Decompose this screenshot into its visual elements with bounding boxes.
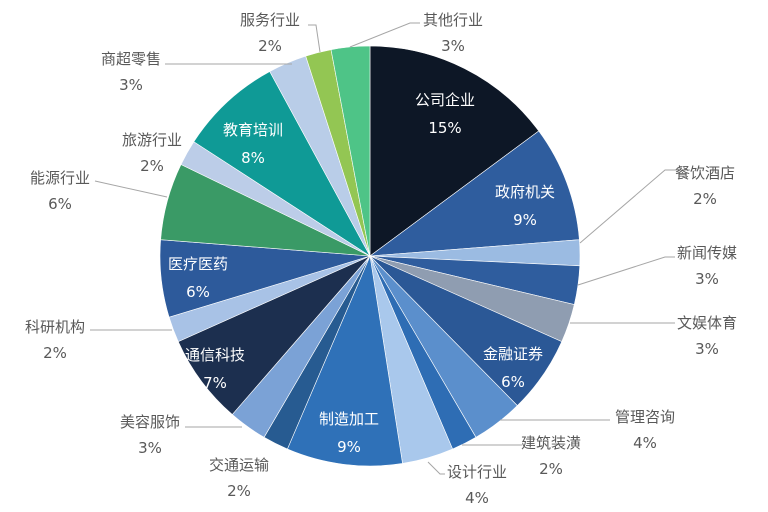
leader-line-energy: [94, 180, 168, 198]
slice-label-company: 公司企业 15%: [414, 91, 475, 137]
leader-line-service: [308, 24, 321, 53]
slice-label-retail: 商超零售 3%: [100, 50, 161, 94]
slice-label-catering: 餐饮酒店 2%: [674, 164, 735, 208]
slice-label-education: 教育培训 8%: [222, 121, 283, 167]
slice-label-service: 服务行业 2%: [239, 11, 300, 55]
leader-line-catering: [579, 169, 690, 244]
slice-label-medical: 医疗医药 6%: [167, 255, 228, 301]
pie-slices: [159, 45, 581, 467]
slice-label-other: 其他行业 3%: [422, 11, 483, 55]
slice-label-entertainment: 文娱体育 3%: [676, 314, 737, 358]
slice-label-transport: 交通运输 2%: [208, 456, 269, 500]
slice-label-government: 政府机关 9%: [494, 183, 555, 229]
slice-label-design: 设计行业 4%: [446, 463, 507, 507]
slice-label-energy: 能源行业 6%: [29, 169, 90, 213]
slice-label-news-media: 新闻传媒 3%: [676, 244, 737, 288]
slice-label-telecom: 通信科技 7%: [184, 346, 245, 392]
leader-line-media: [577, 256, 675, 286]
pie-slice: [286, 254, 403, 467]
leader-line-design: [427, 461, 445, 475]
slice-label-beauty: 美容服饰 3%: [119, 413, 180, 457]
leader-lines: [90, 22, 690, 475]
slice-label-construction: 建筑装潢 2%: [520, 434, 581, 478]
leader-line-other: [349, 22, 420, 48]
slice-label-finance: 金融证券 6%: [482, 345, 543, 391]
slice-label-manufacturing: 制造加工 9%: [318, 410, 379, 456]
slice-label-tourism: 旅游行业 2%: [121, 131, 182, 175]
slice-label-research: 科研机构 2%: [24, 318, 85, 362]
pie-slice: [369, 45, 540, 257]
pie-slice: [368, 130, 580, 257]
slice-label-consulting: 管理咨询 4%: [614, 408, 675, 452]
pie-slice: [193, 71, 371, 257]
